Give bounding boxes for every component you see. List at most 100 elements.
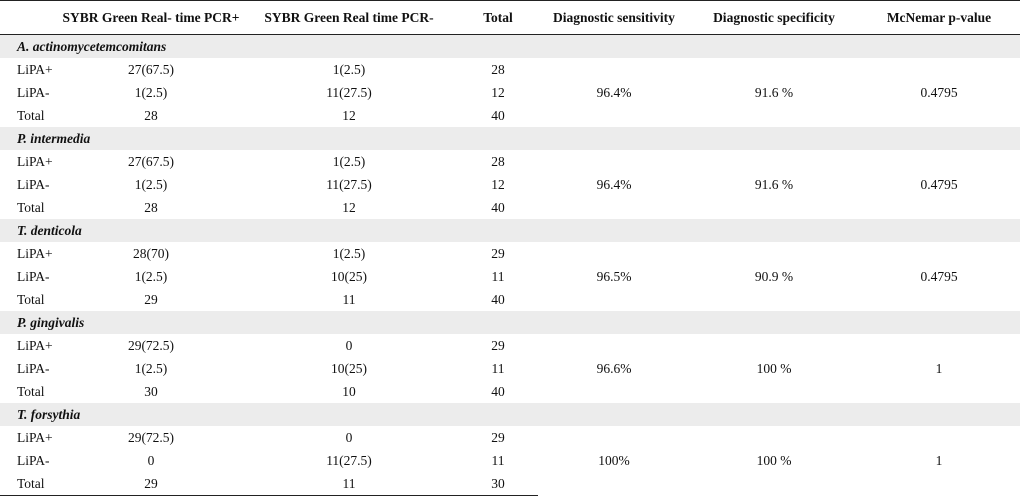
row-label: LiPA- [17,268,50,284]
header-cell-specificity: Diagnostic specificity [690,0,858,35]
organism-name: T. forsythia [0,403,1020,426]
total-cell: 12 [491,176,505,192]
total-cell: 29 [491,337,505,353]
specificity-cell: 91.6 % [754,176,794,192]
total-cell: 28 [491,61,505,77]
row-label: Total [17,199,45,215]
table-row: Total 29 11 40 [0,288,1020,311]
row-label: Total [17,383,45,399]
total-cell: 40 [491,199,505,215]
table-row: LiPA+ 29(72.5) 0 29 100% 100 % 1 [0,426,1020,468]
pcr-positive-cell: 29(72.5) [127,429,175,445]
header-cell-label [0,0,62,35]
sensitivity-cell: 96.4% [596,176,632,192]
sensitivity-cell: 96.4% [596,84,632,100]
pvalue-cell: 0.4795 [920,176,958,192]
row-label: LiPA- [17,176,50,192]
organism-name: T. denticola [0,219,1020,242]
total-cell: 40 [491,383,505,399]
row-label: Total [17,107,45,123]
header-cell-total: Total [458,0,538,35]
table-row: LiPA- 1(2.5) 10(25) 11 [0,357,1020,380]
group-header-row: T. denticola [0,219,1020,242]
pcr-positive-cell: 1(2.5) [134,268,168,284]
total-cell: 40 [491,107,505,123]
row-label: LiPA- [17,360,50,376]
pcr-negative-cell: 10(25) [331,268,367,284]
row-label: Total [0,472,62,496]
pcr-positive-cell: 1(2.5) [134,176,168,192]
row-label: LiPA+ [17,153,53,169]
group-header-row: T. forsythia [0,403,1020,426]
total-cell: 28 [491,153,505,169]
pcr-positive-cell: 27(67.5) [127,61,175,77]
pcr-positive-cell: 30 [144,383,158,399]
sensitivity-cell: 96.6% [596,360,632,376]
table-row: Total 30 10 40 [0,380,1020,403]
pcr-negative-cell: 0 [345,337,353,353]
pcr-negative-cell: 1(2.5) [332,153,366,169]
row-label: LiPA- [17,452,50,468]
pcr-negative-cell: 12 [342,107,356,123]
pcr-negative-cell: 0 [345,429,353,445]
table-row: LiPA- 1(2.5) 11(27.5) 12 [0,173,1020,196]
pcr-negative-cell: 10 [342,383,356,399]
pcr-positive-cell: 28 [144,107,158,123]
specificity-cell: 91.6 % [754,84,794,100]
header-cell-sensitivity: Diagnostic sensitivity [538,0,690,35]
table-row: Total 29 11 30 [0,472,1020,496]
sensitivity-cell: 96.5% [596,268,632,284]
pcr-positive-cell: 0 [147,452,155,468]
pcr-positive-cell: 28(70) [133,245,169,261]
table-row: LiPA+ 27(67.5) 1(2.5) 28 96.4% 91.6 % 0.4795 [0,150,1020,192]
pcr-negative-cell: 11 [240,472,458,496]
group-header-row: P. gingivalis [0,311,1020,334]
sensitivity-cell: 100% [598,452,630,468]
pcr-positive-cell: 1(2.5) [134,84,168,100]
organism-name: A. actinomycetemcomitans [0,34,1020,58]
pcr-negative-cell: 11(27.5) [326,176,372,192]
specificity-cell: 90.9 % [754,268,794,284]
table-row: LiPA+ 28(70) 1(2.5) 29 96.5% 90.9 % 0.4795 [0,242,1020,284]
pcr-negative-cell: 10(25) [331,360,367,376]
total-cell: 30 [458,472,538,496]
organism-name: P. intermedia [0,127,1020,150]
organism-name: P. gingivalis [0,311,1020,334]
group-header-row: A. actinomycetemcomitans [0,34,1020,58]
pcr-positive-cell: 29 [144,291,158,307]
pcr-negative-cell: 11 [342,291,356,307]
row-label: LiPA+ [17,337,53,353]
header-cell-pcr-negative: SYBR Green Real time PCR- [240,0,458,35]
pvalue-cell: 0.4795 [920,84,958,100]
total-cell: 11 [491,268,505,284]
table-row: LiPA+ 27(67.5) 1(2.5) 28 96.4% 91.6 % 0.4795 [0,58,1020,100]
table-row: LiPA- 1(2.5) 11(27.5) 12 [0,81,1020,104]
table-row: LiPA- 0 11(27.5) 11 [0,449,1020,472]
specificity-cell: 100 % [756,360,792,376]
pcr-positive-cell: 29(72.5) [127,337,175,353]
pcr-positive-cell: 28 [144,199,158,215]
table-row: Total 28 12 40 [0,104,1020,127]
header-cell-pcr-positive: SYBR Green Real- time PCR+ [62,0,240,35]
row-label: LiPA+ [17,61,53,77]
total-cell: 29 [491,429,505,445]
group-header-row: P. intermedia [0,127,1020,150]
pcr-positive-cell: 29 [62,472,240,496]
pcr-negative-cell: 11(27.5) [326,84,372,100]
pcr-positive-cell: 27(67.5) [127,153,175,169]
table-row: LiPA- 1(2.5) 10(25) 11 [0,265,1020,288]
pvalue-cell: 0.4795 [920,268,958,284]
pcr-negative-cell: 12 [342,199,356,215]
pcr-negative-cell: 1(2.5) [332,61,366,77]
pcr-negative-cell: 1(2.5) [332,245,366,261]
table-row: LiPA+ 29(72.5) 0 29 96.6% 100 % 1 [0,334,1020,376]
pvalue-cell: 1 [935,452,943,468]
header-cell-pvalue: McNemar p-value [858,0,1020,35]
total-cell: 40 [491,291,505,307]
table-body: A. actinomycetemcomitans LiPA+ 27(67.5) 1(2… [0,34,1020,496]
pcr-negative-cell: 11(27.5) [326,452,372,468]
table-row: Total 28 12 40 [0,196,1020,219]
row-label: LiPA- [17,84,50,100]
total-cell: 11 [491,360,505,376]
